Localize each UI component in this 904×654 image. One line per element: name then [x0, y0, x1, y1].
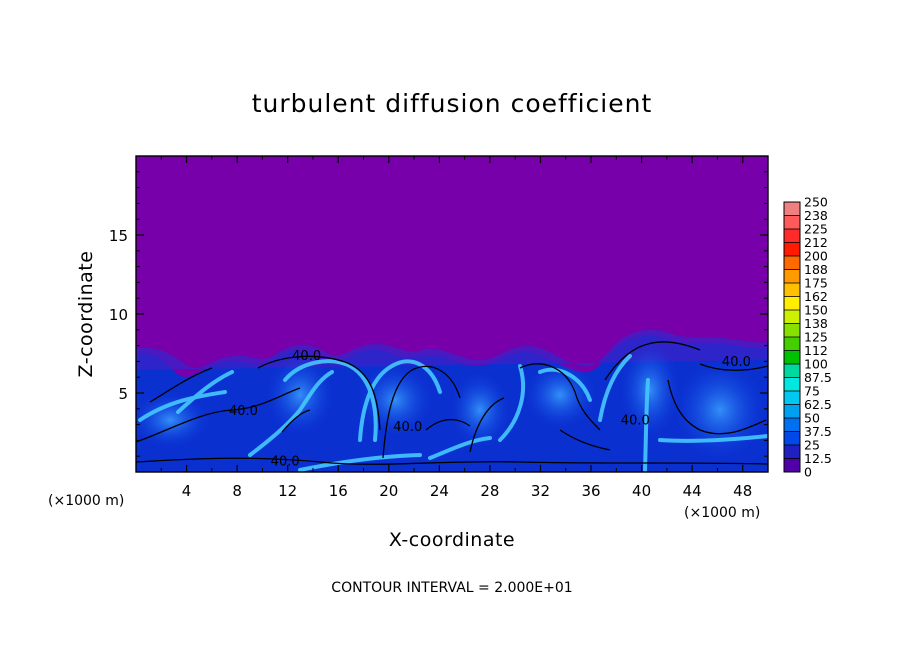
turbulence-field: 40.0 40.0 40.0 40.0 40.0 40.0 [136, 329, 768, 472]
contour-label: 40.0 [292, 349, 321, 364]
y-axis-label: Z-coordinate [75, 251, 97, 378]
colorbar-label: 100 [804, 357, 828, 372]
chart-title: turbulent diffusion coefficient [252, 89, 653, 118]
colorbar-swatch [784, 296, 800, 311]
filaments [138, 354, 768, 472]
colorbar-swatch [784, 310, 800, 324]
colorbar-label: 37.5 [804, 424, 832, 439]
eddy [620, 342, 680, 438]
x-tick-label: 24 [430, 482, 449, 500]
contour-labels: 40.0 40.0 40.0 40.0 40.0 40.0 [229, 349, 751, 470]
colorbar-label: 125 [804, 330, 828, 345]
colorbar-label: 238 [804, 208, 828, 223]
z-unit-label: (×1000 m) [48, 493, 124, 509]
contour-label: 40.0 [722, 355, 751, 370]
x-tick-label: 4 [182, 482, 192, 500]
contour-interval-note: CONTOUR INTERVAL = 2.000E+01 [331, 580, 572, 596]
x-tick-label: 12 [278, 482, 297, 500]
colorbar-label: 175 [804, 276, 828, 291]
colorbar-swatch [784, 229, 800, 243]
colorbar-swatch [784, 431, 800, 446]
colorbar-label: 50 [804, 411, 820, 426]
x-tick-label: 36 [581, 482, 600, 500]
colorbar-label: 75 [804, 384, 820, 399]
eddy [266, 355, 334, 435]
eddy [136, 392, 210, 448]
colorbar-label: 150 [804, 303, 828, 318]
colorbar-swatch [784, 404, 800, 419]
colorbar-swatch [784, 283, 800, 297]
colorbar-label: 62.5 [804, 397, 832, 412]
contour-label: 40.0 [271, 455, 300, 470]
colorbar-swatch [784, 256, 800, 270]
x-axis-label: X-coordinate [389, 529, 515, 551]
x-axis-ticks: 4 8 12 16 20 24 28 32 36 40 44 48 [160, 156, 752, 500]
contour-label: 40.0 [393, 420, 422, 435]
eddy [524, 361, 596, 429]
colorbar-swatch [784, 350, 800, 365]
colorbar-label: 162 [804, 289, 828, 304]
colorbar-swatch [784, 377, 800, 392]
colorbar-swatch [784, 242, 800, 257]
colorbar-label: 0 [804, 465, 812, 480]
x-tick-label: 28 [480, 482, 499, 500]
colorbar-label: 188 [804, 262, 828, 277]
x-tick-label: 44 [683, 482, 702, 500]
x-tick-label: 16 [329, 482, 348, 500]
contour-label: 40.0 [621, 414, 650, 429]
colorbar-label: 12.5 [804, 451, 832, 466]
colorbar-swatch [784, 364, 800, 378]
contour-label: 40.0 [229, 404, 258, 419]
colorbar-swatch [784, 269, 800, 284]
y-tick-label: 5 [118, 385, 128, 403]
x-tick-label: 48 [733, 482, 752, 500]
x-unit-label: (×1000 m) [684, 505, 760, 521]
colorbar-label: 138 [804, 316, 828, 331]
y-tick-label: 15 [109, 227, 128, 245]
eddy [450, 372, 510, 448]
colorbar-label: 87.5 [804, 370, 832, 385]
colorbar-label: 200 [804, 249, 828, 264]
colorbar-label: 112 [804, 343, 828, 358]
x-tick-label: 32 [531, 482, 550, 500]
x-tick-label: 40 [632, 482, 651, 500]
colorbar-swatch [784, 202, 800, 216]
colorbar-label: 225 [804, 222, 828, 237]
colorbar-label: 212 [804, 235, 828, 250]
colorbar-swatch [784, 323, 800, 338]
y-axis-ticks: 5 10 15 [109, 171, 768, 457]
colorbar: 2502382252122001881751621501381251121008… [783, 195, 832, 480]
y-tick-label: 10 [109, 306, 128, 324]
plot-area: 40.0 40.0 40.0 40.0 40.0 40.0 [135, 155, 769, 473]
colorbar-swatch [784, 458, 800, 473]
colorbar-swatch [784, 215, 800, 230]
colorbar-swatch [784, 445, 800, 459]
colorbar-swatch [784, 337, 800, 351]
colorbar-label: 250 [804, 195, 828, 210]
contour-lines [136, 341, 768, 465]
x-tick-label: 8 [232, 482, 242, 500]
x-tick-label: 20 [379, 482, 398, 500]
eddy [674, 360, 766, 460]
colorbar-swatch [784, 391, 800, 405]
colorbar-swatch [784, 418, 800, 432]
colorbar-label: 25 [804, 438, 820, 453]
